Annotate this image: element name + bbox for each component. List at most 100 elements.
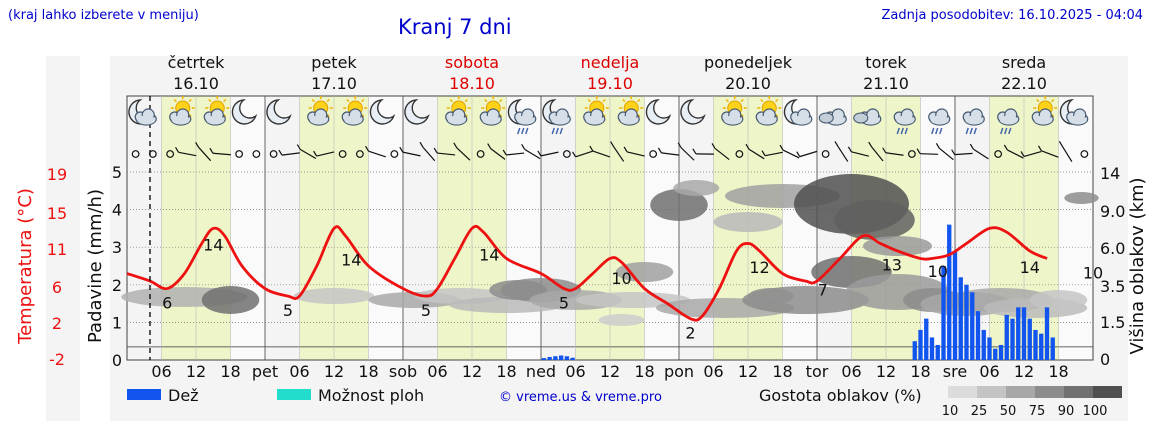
wind-barb-icon (920, 153, 939, 155)
wind-calm-icon (1080, 150, 1089, 158)
temp-tick-label: 11 (47, 240, 67, 259)
rain-bar (1039, 333, 1044, 360)
wind-barb-icon (506, 152, 525, 156)
rain-icon (893, 108, 916, 135)
wind-calm-icon (907, 150, 916, 158)
rain-bar (993, 348, 998, 360)
sun-cloud-icon (341, 96, 368, 126)
rain-bar (1027, 318, 1032, 360)
wind-calm-icon (252, 150, 261, 158)
day-date: 21.10 (863, 74, 909, 93)
wind-barb-icon (796, 151, 801, 157)
rain-icon (928, 108, 951, 135)
icon-part (1051, 98, 1055, 103)
temperature-label: 14 (341, 250, 361, 269)
rain-bar (1004, 314, 1009, 360)
wind-barb-icon (847, 146, 852, 153)
temperature-label: 14 (203, 235, 223, 254)
temperature-label: 12 (749, 258, 769, 277)
cloud-density-step-label: 50 (1000, 404, 1017, 419)
rain-bar (1010, 318, 1015, 360)
wind-barb-icon (969, 143, 974, 150)
wind-barb-icon (973, 148, 989, 160)
sun-cloud-icon (1031, 96, 1058, 126)
cloud-density-swatch (1035, 386, 1064, 398)
wind-barb-icon (212, 152, 231, 156)
icon-part (464, 98, 468, 103)
cloud-density-swatch (1093, 386, 1122, 398)
rain-bar (981, 329, 986, 360)
night-band (1058, 96, 1093, 360)
night-rain-icon (507, 99, 537, 135)
hour-tick-label: 12 (738, 362, 758, 381)
night-moon-icon (645, 99, 672, 125)
temp-tick-label: 15 (47, 204, 67, 223)
hour-tick-label: 18 (634, 362, 654, 381)
wind-barb-icon (745, 143, 750, 150)
wind-barb-icon (1061, 146, 1073, 162)
wind-barb-icon (365, 145, 370, 152)
cloud-height-axis-title: Višina oblakov (km) (1127, 177, 1148, 354)
wind-barb-icon (453, 142, 458, 149)
day-abbrev-label: tor (806, 362, 829, 381)
temperature-label: 10 (611, 269, 631, 288)
icon-part (935, 127, 939, 135)
wind-barb-icon (316, 151, 335, 157)
wind-barb-icon (868, 141, 873, 148)
icon-part (1068, 115, 1087, 125)
sun-cloud-icon (203, 96, 230, 126)
day-date: 20.10 (725, 74, 771, 93)
wind-barb-icon (1037, 145, 1042, 152)
wind-calm-icon (269, 150, 278, 158)
icon-part (346, 98, 350, 103)
night-band (506, 96, 541, 360)
icon-part (969, 127, 973, 135)
sun-cloud-icon (479, 96, 506, 126)
cloud-density-cell (1029, 290, 1088, 310)
temp-tick-label: 6 (52, 278, 62, 297)
wind-barb-icon (692, 148, 697, 155)
night-moon-icon (680, 99, 706, 125)
page-title: Kranj 7 dni (398, 15, 512, 39)
icon-part (965, 127, 969, 135)
hour-tick-label: 06 (703, 362, 723, 381)
sun-cloud-icon (721, 96, 747, 126)
icon-part (1004, 127, 1008, 135)
wind-barb-icon (657, 147, 662, 154)
icon-part (484, 98, 488, 103)
night-moon-icon (369, 99, 396, 125)
temperature-label: 5 (283, 301, 293, 320)
precip-tick-label: 2 (112, 276, 122, 295)
wind-calm-icon (562, 150, 571, 158)
icon-part (939, 127, 943, 135)
cloud-density-step-label: 25 (971, 404, 988, 419)
night-cloud-icon (783, 99, 813, 126)
icon-part (137, 115, 156, 125)
wind-barb-icon (296, 144, 301, 150)
temperature-label: 13 (882, 255, 902, 274)
wind-barb-icon (575, 150, 593, 158)
cloud-density-swatch (1006, 386, 1035, 398)
hour-tick-label: 18 (772, 362, 792, 381)
icon-part (309, 115, 328, 125)
rain-bar (1016, 307, 1021, 360)
icon-part (369, 99, 396, 125)
rain-bar (1021, 307, 1027, 360)
cloudy-icon (853, 108, 882, 126)
location-note: (kraj lahko izberete v meniju) (8, 8, 199, 23)
source-credit: © vreme.us & vreme.pro (499, 390, 662, 405)
precip-axis-title: Padavine (mm/h) (85, 189, 106, 343)
icon-part (551, 127, 555, 135)
icon-part (361, 113, 365, 118)
left-axis-panel (46, 56, 80, 421)
wind-barb-icon (954, 152, 973, 156)
icon-part (206, 115, 225, 125)
rain-bar (964, 284, 969, 360)
icon-part (637, 98, 641, 103)
cloud-density-step-label: 10 (942, 404, 959, 419)
sun-cloud-icon (755, 96, 782, 126)
icon-part (517, 127, 521, 135)
wind-barb-icon (521, 144, 526, 150)
sun-cloud-icon (307, 96, 333, 126)
hour-tick-label: 06 (427, 362, 447, 381)
